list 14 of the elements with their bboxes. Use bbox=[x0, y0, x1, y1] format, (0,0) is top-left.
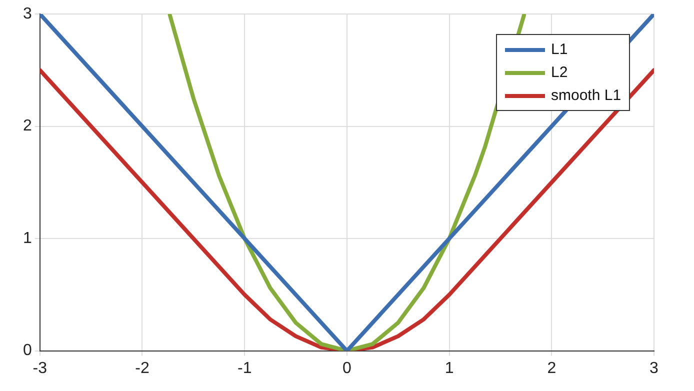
x-tick-label: 0 bbox=[342, 360, 352, 377]
legend-label: smooth L1 bbox=[551, 87, 622, 104]
legend-label: L1 bbox=[551, 41, 568, 58]
y-tick-label: 3 bbox=[22, 5, 32, 22]
x-tick-label: -2 bbox=[135, 360, 150, 377]
y-tick-label: 0 bbox=[22, 342, 32, 360]
y-tick-label: 1 bbox=[22, 230, 32, 247]
y-tick-label: 2 bbox=[22, 118, 32, 135]
x-tick-label: 1 bbox=[444, 360, 454, 377]
legend-label: L2 bbox=[551, 64, 568, 81]
x-tick-label: -1 bbox=[237, 360, 252, 377]
x-tick-label: -3 bbox=[32, 360, 48, 377]
x-tick-label: 2 bbox=[547, 360, 556, 377]
x-tick-label: 3 bbox=[650, 360, 659, 377]
